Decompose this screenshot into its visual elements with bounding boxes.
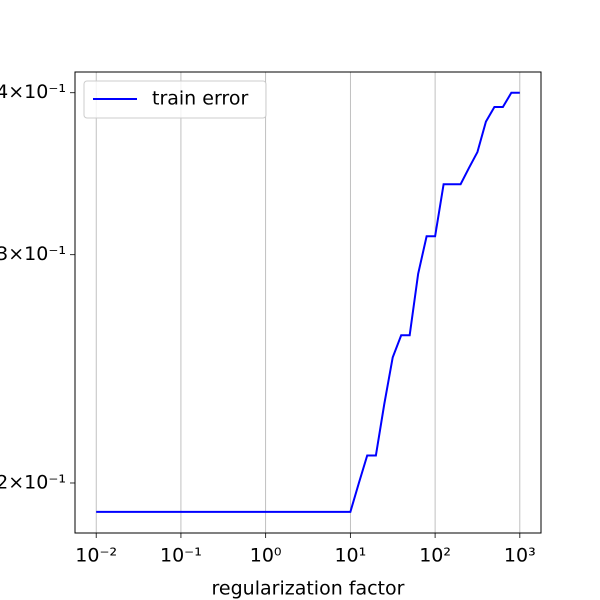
legend: train error (83, 80, 267, 119)
x-tick-label: 10² (419, 545, 451, 567)
x-tick-label: 10⁰ (250, 545, 282, 567)
x-tick-label: 10⁻¹ (160, 545, 202, 567)
x-tick-label: 10³ (504, 545, 536, 567)
plot-frame (74, 71, 542, 534)
x-axis-label: regularization factor (212, 578, 405, 600)
legend-box (83, 80, 267, 119)
data-line (96, 91, 520, 513)
x-tick-label: 10¹ (334, 545, 366, 567)
y-tick-label: 2×10⁻¹ (0, 471, 66, 493)
y-tick-label: 3×10⁻¹ (0, 243, 66, 265)
y-tick-label: 4×10⁻¹ (0, 81, 66, 103)
x-tick-label: 10⁻² (75, 545, 117, 567)
legend-label: train error (152, 88, 248, 110)
